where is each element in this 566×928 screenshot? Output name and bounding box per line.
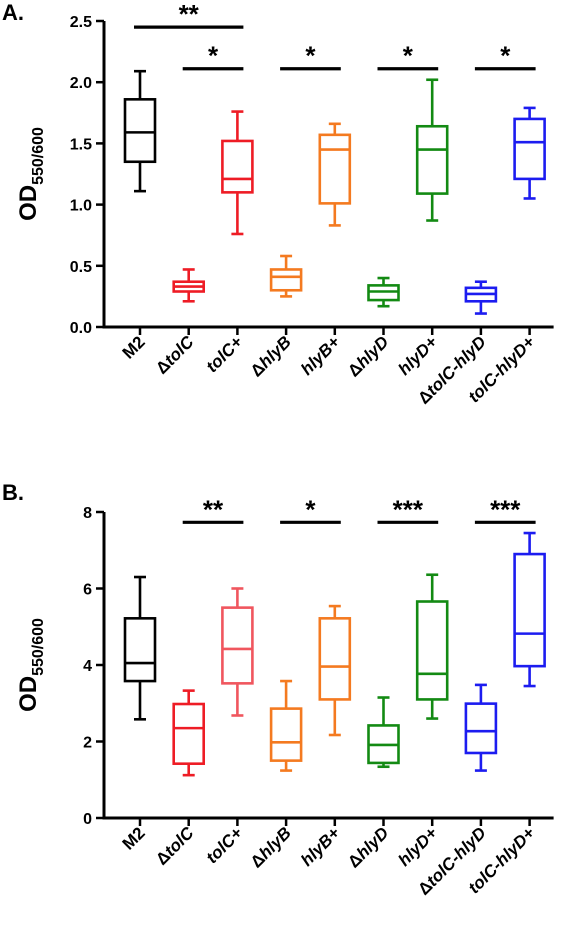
y-axis-title-main: OD bbox=[15, 185, 42, 221]
x-category-label: M2 bbox=[119, 823, 149, 853]
box-iqr bbox=[269, 707, 303, 762]
y-tick-label: 0.0 bbox=[70, 320, 92, 337]
panel-label: A. bbox=[2, 0, 24, 25]
box-7 bbox=[415, 573, 449, 720]
significance-label: * bbox=[403, 41, 414, 71]
significance-label: ** bbox=[179, 0, 200, 29]
category-name: hlyD+ bbox=[395, 332, 442, 379]
x-category-label: hlyD+ bbox=[395, 823, 442, 870]
box-8 bbox=[464, 683, 498, 772]
y-tick-label: 0 bbox=[83, 811, 92, 828]
category-name: hlyB+ bbox=[297, 823, 344, 870]
category-name: M2 bbox=[119, 332, 149, 362]
box-6 bbox=[367, 696, 400, 769]
x-category-label: hlyB+ bbox=[297, 332, 344, 379]
box-iqr bbox=[464, 702, 498, 755]
y-tick-label: 2.0 bbox=[70, 75, 92, 92]
x-category-label: ΔtolC bbox=[152, 332, 198, 378]
y-tick-label: 1.5 bbox=[70, 136, 92, 153]
x-category-label: tolC+ bbox=[202, 823, 246, 867]
y-tick-label: 2.5 bbox=[70, 14, 92, 31]
significance-label: * bbox=[305, 41, 316, 71]
box-2 bbox=[172, 689, 205, 777]
box-iqr bbox=[221, 139, 254, 194]
significance-label: ** bbox=[203, 494, 224, 524]
significance-label: * bbox=[208, 41, 219, 71]
box-8 bbox=[464, 280, 498, 315]
significance-label: *** bbox=[490, 494, 521, 524]
panel-label: B. bbox=[2, 480, 24, 505]
significance-label: * bbox=[500, 41, 511, 71]
x-category-label: M2 bbox=[119, 332, 149, 362]
box-1 bbox=[123, 575, 157, 721]
box-iqr bbox=[123, 98, 157, 164]
y-tick-label: 1.0 bbox=[70, 198, 92, 215]
y-axis-title-subscript: 550/600 bbox=[30, 618, 47, 676]
y-axis-title: OD550/600 bbox=[15, 618, 47, 712]
box-iqr bbox=[513, 552, 546, 668]
box-5 bbox=[318, 122, 352, 227]
y-tick-label: 4 bbox=[83, 658, 92, 675]
significance-label: * bbox=[305, 494, 316, 524]
box-4 bbox=[269, 679, 303, 772]
box-iqr bbox=[172, 702, 205, 765]
y-axis-title-subscript: 550/600 bbox=[30, 127, 47, 185]
box-3 bbox=[221, 587, 254, 717]
box-iqr bbox=[123, 617, 157, 683]
box-1 bbox=[123, 69, 157, 193]
box-iqr bbox=[415, 124, 449, 195]
x-category-label: ΔhlyD bbox=[344, 332, 392, 380]
x-category-label: ΔhlyD bbox=[344, 823, 392, 871]
box-iqr bbox=[221, 606, 254, 685]
box-3 bbox=[221, 110, 254, 236]
y-tick-label: 8 bbox=[83, 505, 92, 522]
box-7 bbox=[415, 78, 449, 222]
x-category-label: ΔtolC bbox=[152, 823, 198, 869]
box-4 bbox=[269, 254, 303, 298]
box-iqr bbox=[269, 268, 303, 292]
box-iqr bbox=[318, 133, 352, 205]
category-name: hlyB+ bbox=[297, 332, 344, 379]
box-9 bbox=[513, 106, 546, 200]
category-name: tolC+ bbox=[202, 332, 246, 376]
y-tick-label: 0.5 bbox=[70, 259, 92, 276]
y-axis-title-main: OD bbox=[15, 676, 42, 712]
box-iqr bbox=[318, 617, 352, 701]
box-5 bbox=[318, 604, 352, 737]
box-9 bbox=[513, 531, 546, 688]
x-category-label: hlyD+ bbox=[395, 332, 442, 379]
category-name: M2 bbox=[119, 823, 149, 853]
x-category-label: ΔhlyB bbox=[247, 823, 295, 871]
y-tick-label: 2 bbox=[83, 735, 92, 752]
box-2 bbox=[172, 268, 205, 303]
box-iqr bbox=[415, 600, 449, 701]
category-name: hlyD+ bbox=[395, 823, 442, 870]
x-category-label: tolC+ bbox=[202, 332, 246, 376]
box-iqr bbox=[513, 117, 546, 181]
box-6 bbox=[367, 276, 400, 308]
significance-label: *** bbox=[393, 494, 424, 524]
y-axis-title: OD550/600 bbox=[15, 127, 47, 221]
category-name: tolC+ bbox=[202, 823, 246, 867]
x-category-label: hlyB+ bbox=[297, 823, 344, 870]
y-tick-label: 6 bbox=[83, 582, 92, 599]
x-category-label: ΔhlyB bbox=[247, 332, 295, 380]
